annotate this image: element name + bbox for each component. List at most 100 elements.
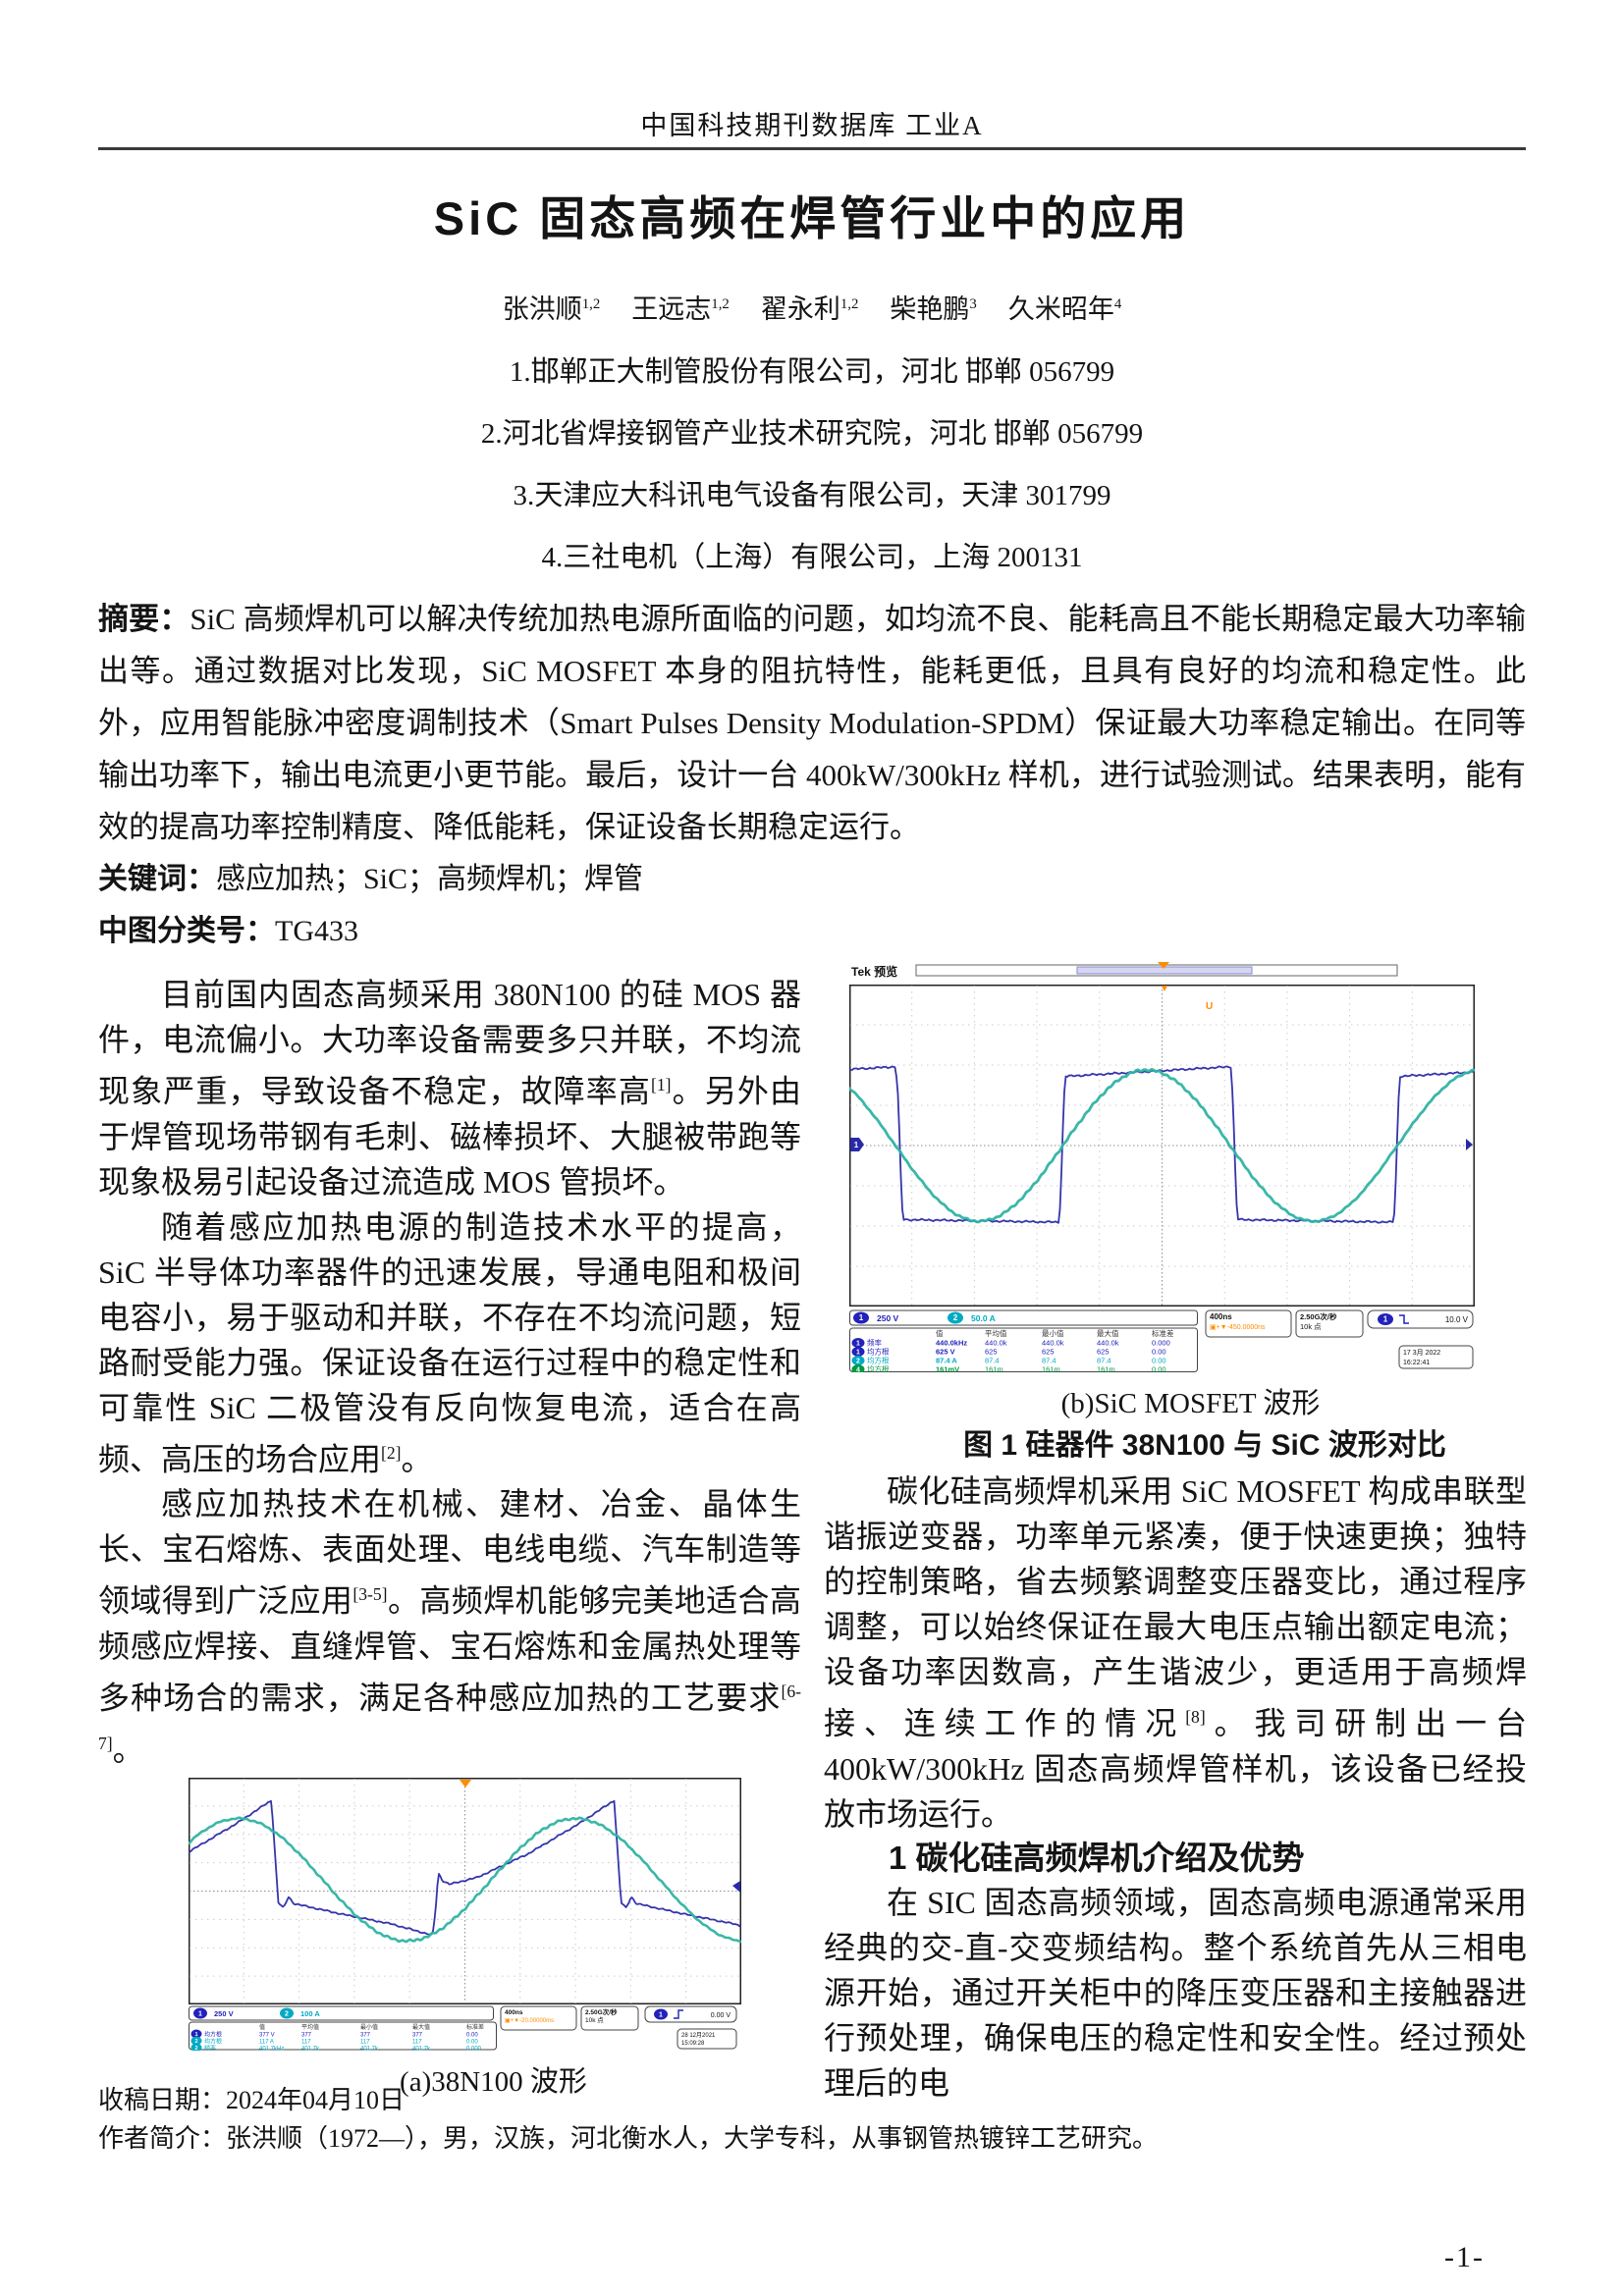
svg-text:117: 117	[412, 2040, 422, 2046]
channel1-badge: 1	[859, 1313, 864, 1322]
svg-text:440.0k: 440.0k	[985, 1339, 1007, 1348]
right-column: Tek 预览 U 1 1 250 V 2 50.0 A	[824, 960, 1527, 2106]
svg-text:625: 625	[1042, 1348, 1055, 1357]
svg-text:频率: 频率	[867, 1338, 882, 1348]
scope-b-channel-bar	[849, 1309, 1198, 1326]
svg-text:87.4: 87.4	[985, 1357, 1000, 1365]
svg-text:0.00: 0.00	[1152, 1357, 1166, 1365]
svg-text:625: 625	[1097, 1348, 1110, 1357]
svg-text:1: 1	[856, 1341, 860, 1348]
scope-b-timebase-box	[1205, 1309, 1292, 1338]
tek-logo: Tek 预览	[851, 964, 897, 979]
col-header: 平均值	[985, 1328, 1007, 1338]
channel2-scale: 100 A	[300, 2009, 320, 2018]
svg-text:401.7k: 401.7k	[360, 2047, 379, 2052]
svg-text:频率: 频率	[204, 2045, 216, 2052]
delay-value: ▣+▼-20.00000ms	[505, 2018, 554, 2024]
rising-edge-icon	[674, 2009, 683, 2019]
measure-row: 4 均方根 161mV 161m 161m 161m 0.00	[851, 1364, 1166, 1374]
scope-a-waveforms	[187, 1800, 742, 1944]
svg-text:均方根: 均方根	[867, 1356, 890, 1365]
figure-scope-b: Tek 预览 U 1 1 250 V 2 50.0 A	[847, 960, 1476, 1423]
channel1-badge-icon	[193, 2007, 207, 2019]
svg-text:117 A: 117 A	[259, 2040, 274, 2046]
figure-a-caption: (a)38N100 波形	[400, 2066, 587, 2099]
trigger-level: 0.00 V	[711, 2012, 731, 2019]
svg-text:87.4 A: 87.4 A	[936, 1357, 957, 1365]
svg-text:440.0k: 440.0k	[1042, 1339, 1064, 1348]
svg-text:0.000: 0.000	[466, 2047, 482, 2052]
clc-text: TG433	[275, 915, 358, 947]
svg-text:401.7k: 401.7k	[412, 2047, 431, 2052]
svg-text:均方根: 均方根	[867, 1364, 890, 1373]
col-header: 标准差	[1152, 1328, 1174, 1338]
svg-text:87.4: 87.4	[1042, 1357, 1056, 1365]
svg-text:均方根: 均方根	[204, 2031, 222, 2039]
scope-b-trigger-box	[1367, 1309, 1474, 1329]
svg-text:440.0kHz: 440.0kHz	[936, 1339, 967, 1348]
author: 久米昭年4	[1007, 294, 1122, 324]
figure-scope-a: 1 250 V 2 100 A 400ns ▣+▼-20.00000ms 2.5…	[187, 1778, 742, 2102]
trigger-source-badge-icon	[654, 2008, 668, 2020]
svg-text:440.0k: 440.0k	[1097, 1339, 1119, 1348]
trigger-tick-icon	[1162, 986, 1167, 991]
scope-b-samplerate-box	[1295, 1309, 1364, 1338]
svg-text:0.00: 0.00	[1152, 1348, 1166, 1357]
scope-time: 15:09:28	[681, 2041, 705, 2047]
svg-text:161m: 161m	[1097, 1365, 1115, 1373]
measure-row: 2 均方根 87.4 A 87.4 87.4 87.4 0.00	[851, 1356, 1166, 1365]
channel1-scale: 250 V	[214, 2009, 234, 2018]
svg-text:377: 377	[301, 2033, 312, 2039]
channel1-badge-icon	[853, 1311, 869, 1324]
abstract-text: SiC 高频焊机可以解决传统加热电源所面临的问题，如均流不良、能耗高且不能长期稳…	[98, 602, 1527, 844]
affiliation-1: 1.邯郸正大制管股份有限公司，河北 邯郸 056799	[509, 356, 1115, 388]
svg-text:2: 2	[194, 2046, 197, 2051]
body-paragraph: 目前国内固态高频采用 380N100 的硅 MOS 器件，电流偏小。大功率设备需…	[98, 977, 801, 1200]
scope-b-measure-table	[849, 1327, 1198, 1372]
page-number: -1-	[1444, 2241, 1485, 2273]
trigger-position-icon	[1158, 962, 1169, 969]
clc-label: 中图分类号：	[98, 915, 275, 947]
trigger-source-badge: 1	[1383, 1315, 1388, 1324]
affiliation-4: 4.三社电机（上海）有限公司，上海 200131	[541, 542, 1083, 573]
svg-text:161mV: 161mV	[936, 1365, 959, 1373]
svg-text:625: 625	[985, 1348, 998, 1357]
author: 王远志1,2	[631, 294, 730, 324]
timebase-value: 400ns	[505, 2009, 523, 2016]
channel1-level-icon	[732, 1881, 740, 1894]
scope-a-samplerate-box	[580, 2005, 639, 2031]
scope-a-trigger-box	[644, 2005, 737, 2023]
clc-line: 中图分类号：TG433	[98, 905, 1526, 957]
col-header: 平均值	[301, 2023, 319, 2031]
scope-a-measure-table	[189, 2021, 497, 2051]
col-header: 最大值	[412, 2023, 430, 2031]
marker-u-label: U	[1206, 1001, 1213, 1012]
svg-text:117: 117	[360, 2040, 370, 2046]
scope-b-datetime-box	[1398, 1345, 1474, 1369]
measure-row: 1 频率 440.0kHz 440.0k 440.0k 440.0k 0.000	[851, 1338, 1170, 1348]
measure-row: 1 均方根 625 V 625 625 625 0.00	[851, 1347, 1166, 1357]
figure1-caption: 图 1 硅器件 38N100 与 SiC 波形对比	[963, 1429, 1446, 1462]
body-paragraph: 感应加热技术在机械、建材、冶金、晶体生长、宝石熔炼、表面处理、电线电缆、汽车制造…	[98, 1486, 801, 1768]
channel1-position-label: 1	[854, 1141, 859, 1149]
scope-b-waveforms	[847, 1065, 1476, 1224]
svg-text:401.7kHz: 401.7kHz	[259, 2047, 284, 2052]
affiliation-2: 2.河北省焊接钢管产业技术研究院，河北 邯郸 056799	[480, 418, 1144, 450]
keywords-line: 关键词：感应加热；SiC；高频焊机；焊管	[98, 853, 1526, 905]
svg-text:2: 2	[194, 2039, 197, 2045]
svg-text:1: 1	[856, 1350, 860, 1357]
scope-date: 17 3月 2022	[1403, 1349, 1440, 1357]
author-line: 张洪顺1,2 王远志1,2 翟永利1,2 柴艳鹏3 久米昭年4	[0, 288, 1624, 326]
falling-edge-icon	[1399, 1314, 1409, 1324]
col-header: 最小值	[1042, 1328, 1064, 1338]
scope-a-timebase-box	[500, 2005, 577, 2031]
timebase-value: 400ns	[1210, 1312, 1232, 1321]
left-column: 目前国内固态高频采用 380N100 的硅 MOS 器件，电流偏小。大功率设备需…	[98, 972, 801, 2102]
col-header: 值	[936, 1328, 944, 1338]
svg-text:117: 117	[301, 2040, 311, 2046]
header-rule	[98, 147, 1526, 150]
paper-title: SiC 固态高频在焊管行业中的应用	[433, 192, 1191, 244]
svg-text:2: 2	[856, 1359, 860, 1365]
svg-text:377: 377	[360, 2033, 371, 2039]
